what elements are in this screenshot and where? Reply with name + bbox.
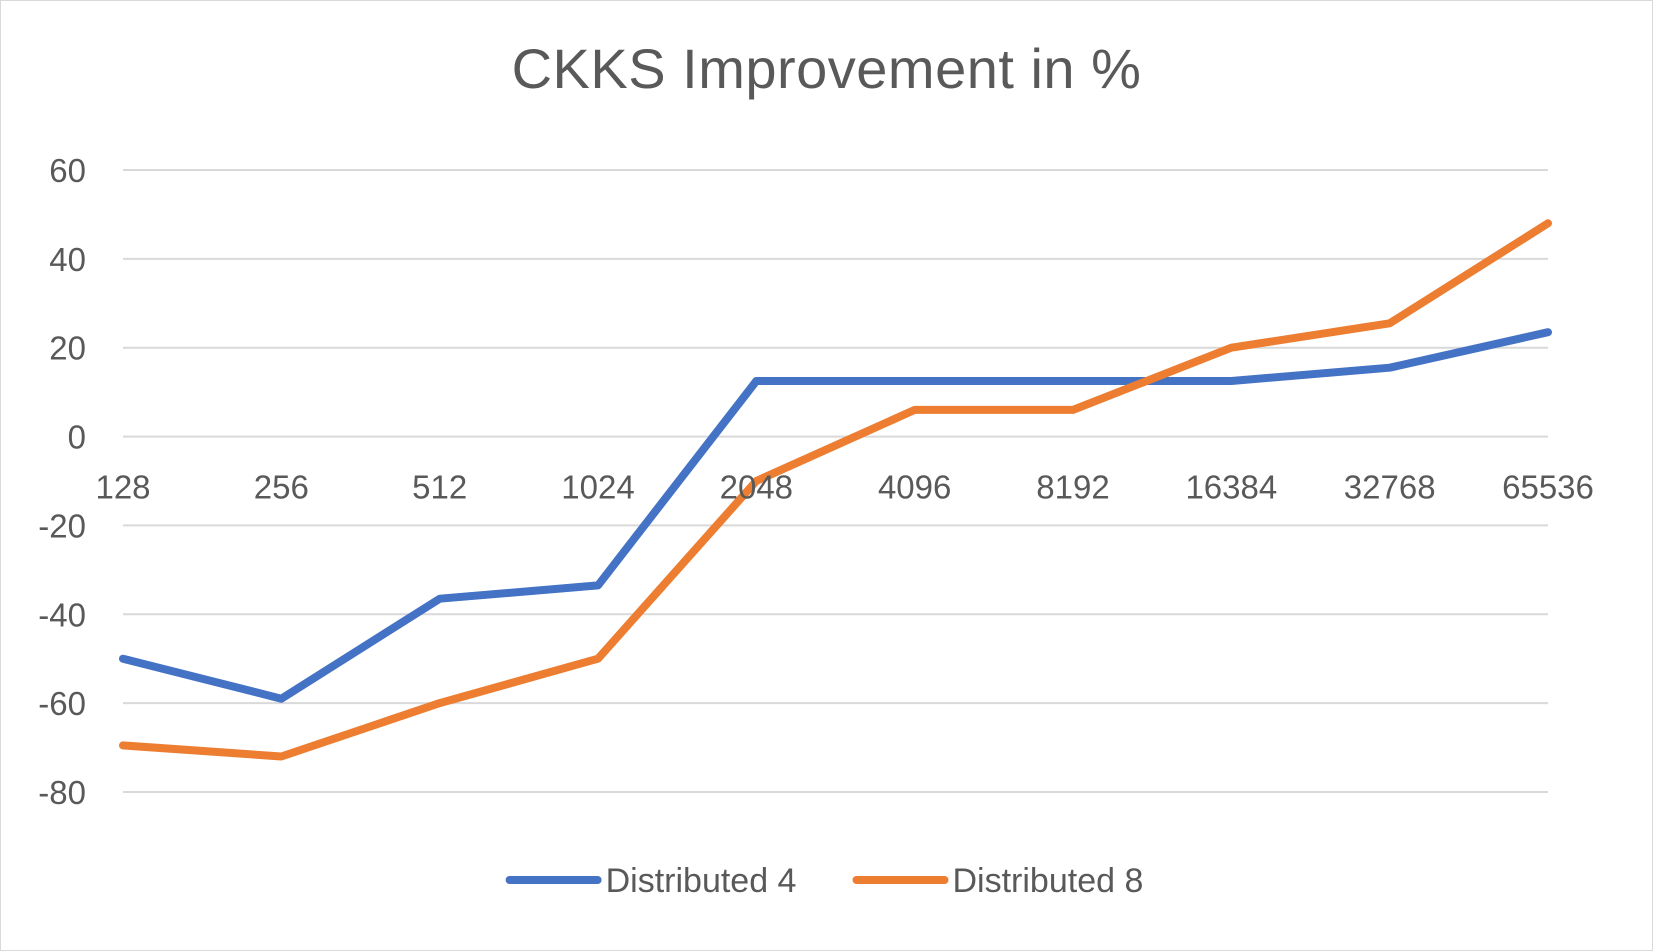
legend-label: Distributed 8 (953, 862, 1144, 900)
y-tick-label: -60 (38, 685, 86, 722)
y-tick-label: 60 (49, 152, 86, 189)
legend-entry-1: Distributed 4 (505, 862, 797, 900)
x-tick-label: 32768 (1344, 469, 1436, 506)
y-axis-tick-labels: 60 40 20 0 -20 -40 -60 -80 (38, 152, 86, 811)
x-tick-label: 65536 (1502, 469, 1594, 506)
legend-label: Distributed 4 (606, 862, 797, 900)
x-tick-label: 2048 (720, 469, 793, 506)
legend-entry-2: Distributed 8 (852, 862, 1144, 900)
x-axis-tick-labels: 128 256 512 1024 2048 4096 8192 16384 32768 65536 (95, 469, 1593, 506)
y-tick-label: 0 (68, 419, 86, 456)
x-tick-label: 1024 (561, 469, 634, 506)
series-line-1 (119, 328, 1552, 703)
x-tick-label: 4096 (878, 469, 951, 506)
gridlines (123, 169, 1548, 793)
x-tick-label: 256 (254, 469, 309, 506)
y-tick-label: -20 (38, 507, 86, 544)
x-tick-label: 8192 (1036, 469, 1109, 506)
series-line-2 (119, 219, 1552, 761)
y-tick-label: 40 (49, 241, 86, 278)
x-tick-label: 512 (412, 469, 467, 506)
y-tick-label: -40 (38, 596, 86, 633)
x-tick-label: 16384 (1185, 469, 1277, 506)
x-tick-label: 128 (95, 469, 150, 506)
y-tick-label: 20 (49, 330, 86, 367)
series-lines (119, 219, 1552, 761)
legend: Distributed 4 Distributed 8 (505, 862, 1144, 900)
chart-title: CKKS Improvement in % (511, 37, 1142, 100)
y-tick-label: -80 (38, 774, 86, 811)
